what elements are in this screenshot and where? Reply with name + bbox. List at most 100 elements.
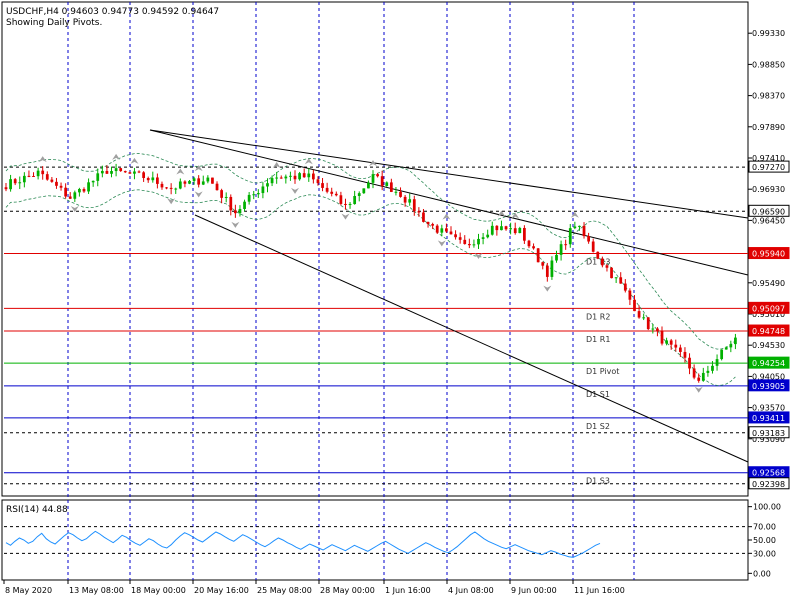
time-tick-label: 1 Jun 16:00	[385, 586, 431, 595]
fractal-up	[570, 211, 579, 218]
fractal-up	[497, 210, 506, 217]
candle-bull	[353, 195, 357, 205]
candle-bear	[233, 210, 237, 214]
candle-bear	[683, 351, 687, 358]
price-tag: 0.93905	[752, 382, 785, 391]
price-tag: 0.95940	[752, 250, 785, 259]
candle-bear	[325, 187, 329, 192]
fractal-down	[167, 198, 176, 205]
candle-bull	[36, 170, 40, 177]
candle-bear	[669, 340, 673, 345]
candle-bull	[206, 177, 210, 182]
level-label: D1 Pivot	[586, 367, 619, 376]
candle-bear	[169, 187, 173, 189]
rsi-tick-label: 70.00	[753, 523, 776, 532]
price-tick-label: 0.95490	[752, 279, 785, 288]
time-axis: 8 May 2020 13 May 08:00 18 May 00:00 20 May…	[3, 580, 625, 595]
candle-bear	[646, 317, 650, 330]
chart-subtitle: Showing Daily Pivots.	[6, 18, 102, 28]
candle-bear	[422, 212, 425, 222]
candle-bull	[385, 182, 389, 187]
candle-bear	[50, 179, 54, 182]
rsi-panel-frame	[1, 499, 749, 581]
candle-bull	[188, 180, 191, 184]
candle-bear	[229, 196, 233, 211]
candle-bull	[73, 192, 77, 199]
candle-bear	[389, 182, 393, 192]
candle-bear	[215, 183, 219, 191]
candle-bull	[490, 225, 494, 235]
price-tag: 0.94254	[752, 359, 785, 368]
candle-bear	[541, 262, 545, 266]
price-tag-box	[748, 247, 790, 260]
fractal-up	[112, 153, 121, 160]
candle-bull	[18, 182, 22, 184]
fractals	[38, 153, 703, 393]
candle-bull	[573, 226, 577, 229]
candle-bear	[279, 177, 283, 179]
candle-bull	[367, 182, 370, 189]
candle-bear	[160, 183, 164, 188]
rsi-panel: 100.00 70.00 50.00 30.00 0.00	[4, 503, 781, 578]
fractal-up	[442, 213, 451, 220]
candle-bull	[408, 199, 412, 203]
candle-bear	[656, 328, 659, 332]
candle-bull	[96, 173, 100, 181]
candle-bull	[711, 365, 714, 371]
fractal-down	[437, 240, 446, 247]
candle-bear	[197, 178, 201, 185]
candle-bear	[660, 331, 664, 344]
candle-bull	[266, 183, 269, 187]
candle-bull	[371, 174, 375, 183]
candle-bull	[701, 372, 705, 381]
candle-bear	[321, 183, 324, 188]
candles	[4, 163, 737, 383]
candle-bull	[110, 171, 113, 174]
level-label: D1 S1	[586, 390, 610, 399]
candle-bear	[380, 176, 384, 187]
candle-bear	[137, 171, 141, 173]
fractal-up	[130, 157, 139, 164]
candle-bull	[114, 168, 118, 172]
price-tag-box	[748, 426, 790, 439]
candle-bear	[165, 187, 168, 189]
candle-bull	[275, 177, 279, 179]
price-tags: 0.95940 0.95097 0.94748 0.94254 0.93905 0.934…	[748, 160, 790, 490]
trend-lines	[149, 129, 749, 463]
candle-bear	[339, 195, 343, 204]
rsi-title: RSI(14) 44.88	[6, 505, 68, 515]
price-tag-box	[748, 324, 790, 337]
price-tag: 0.93183	[752, 429, 785, 438]
candle-bull	[9, 179, 12, 190]
candle-bull	[440, 228, 444, 233]
fractal-down	[474, 252, 483, 259]
candle-bear	[183, 181, 187, 184]
candle-bull	[270, 178, 274, 184]
price-tag: 0.92568	[752, 469, 785, 478]
candle-bear	[302, 173, 306, 178]
level-label: D1 S2	[586, 422, 610, 431]
candle-bull	[729, 344, 733, 348]
rsi-tick-label: 50.00	[753, 536, 776, 545]
envelope-band	[5, 152, 736, 386]
candle-bear	[619, 277, 623, 284]
price-tag-box	[748, 379, 790, 392]
candle-bull	[252, 194, 256, 196]
candle-bear	[564, 244, 568, 246]
candle-bear	[59, 185, 63, 188]
candle-bull	[734, 337, 737, 345]
candle-bear	[545, 265, 549, 277]
candle-bear	[68, 196, 72, 199]
time-tick-label: 9 Jun 00:00	[511, 586, 557, 595]
candle-bull	[224, 196, 228, 198]
candle-bull	[509, 228, 513, 230]
candle-bear	[610, 267, 613, 279]
candle-bull	[256, 193, 260, 195]
candle-bear	[513, 228, 517, 234]
fractal-down	[341, 213, 350, 220]
candle-bull	[261, 186, 265, 194]
candle-bear	[293, 175, 297, 180]
fractal-down	[694, 386, 703, 393]
level-label: D1 R1	[586, 335, 610, 344]
price-tick-label: 0.96450	[752, 216, 785, 225]
